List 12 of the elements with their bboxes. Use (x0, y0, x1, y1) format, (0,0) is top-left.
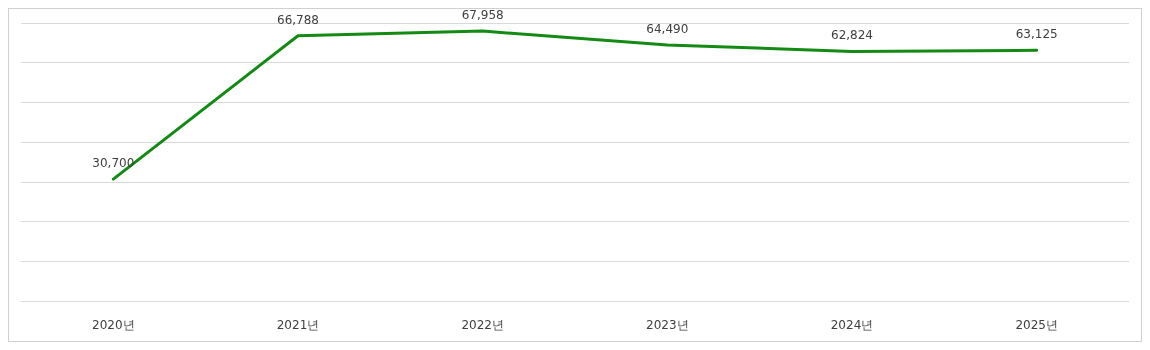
x-tick-label: 2022년 (461, 318, 504, 332)
data-label: 63,125 (1015, 27, 1058, 42)
data-label: 64,490 (646, 21, 689, 36)
x-tick-label: 2025년 (1015, 318, 1058, 332)
data-label: 62,824 (831, 28, 873, 43)
x-tick-label: 2021년 (276, 318, 320, 332)
data-label: 67,958 (461, 8, 504, 23)
data-label: 66,788 (277, 12, 319, 27)
data-label: 30,700 (92, 156, 135, 171)
x-tick-label: 2020년 (92, 318, 135, 332)
x-tick-label: 2023년 (646, 318, 689, 332)
x-tick-label: 2024년 (830, 318, 874, 332)
